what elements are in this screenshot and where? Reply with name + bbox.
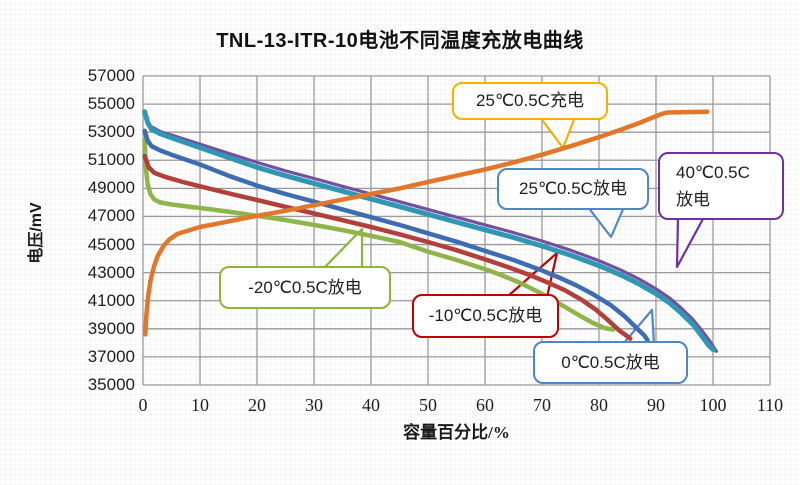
x-tick-label: 80 bbox=[590, 395, 608, 415]
y-tick-label: 49000 bbox=[87, 178, 135, 198]
x-tick-label: 10 bbox=[191, 395, 209, 415]
y-tick-label: 45000 bbox=[87, 234, 135, 254]
y-tick-label: 53000 bbox=[87, 122, 135, 142]
callout-charge-25c: 25℃0.5C充电 bbox=[452, 82, 608, 120]
chart-title: TNL-13-ITR-10电池不同温度充放电曲线 bbox=[216, 30, 584, 52]
callout-discharge-minus10c: -10℃0.5C放电 bbox=[412, 294, 559, 338]
y-tick-label: 57000 bbox=[87, 66, 135, 85]
callout-discharge-0c: 0℃0.5C放电 bbox=[533, 341, 688, 384]
x-axis-title: 容量百分比/% bbox=[403, 423, 510, 442]
y-tick-label: 47000 bbox=[87, 206, 135, 226]
series-40℃0.5C放电 bbox=[143, 113, 719, 353]
y-tick-label: 55000 bbox=[87, 94, 135, 114]
x-tick-label: 40 bbox=[362, 395, 380, 415]
x-tick-label: 20 bbox=[248, 395, 266, 415]
x-tick-label: 60 bbox=[476, 395, 494, 415]
y-tick-label: 39000 bbox=[87, 318, 135, 338]
y-axis-title: 电压/mV bbox=[28, 202, 45, 264]
callout-discharge-40c: 40℃0.5C 放电 bbox=[658, 152, 784, 220]
y-tick-label: 43000 bbox=[87, 262, 135, 282]
x-tick-label: 100 bbox=[699, 395, 727, 415]
x-tick-label: 0 bbox=[138, 395, 148, 415]
series-0℃0.5C放电 bbox=[142, 128, 650, 343]
x-tick-label: 50 bbox=[419, 395, 437, 415]
series--20℃0.5C放电 bbox=[142, 136, 616, 332]
callout-discharge-minus20c: -20℃0.5C放电 bbox=[219, 266, 391, 309]
x-tick-label: 90 bbox=[647, 395, 665, 415]
x-tick-label: 70 bbox=[533, 395, 551, 415]
x-tick-label: 30 bbox=[305, 395, 323, 415]
x-tick-label: 110 bbox=[756, 395, 784, 415]
series--10℃0.5C放电 bbox=[142, 153, 633, 341]
callout-tail bbox=[675, 215, 706, 269]
callout-discharge-25c: 25℃0.5C放电 bbox=[497, 168, 649, 210]
y-tick-label: 41000 bbox=[87, 290, 135, 310]
y-tick-label: 51000 bbox=[87, 150, 135, 170]
series-25℃0.5C放电 bbox=[142, 109, 717, 353]
callout-tail bbox=[586, 205, 626, 239]
series-25℃0.5C充电 bbox=[143, 109, 710, 337]
y-tick-label: 35000 bbox=[87, 375, 135, 394]
y-tick-label: 37000 bbox=[87, 346, 135, 366]
